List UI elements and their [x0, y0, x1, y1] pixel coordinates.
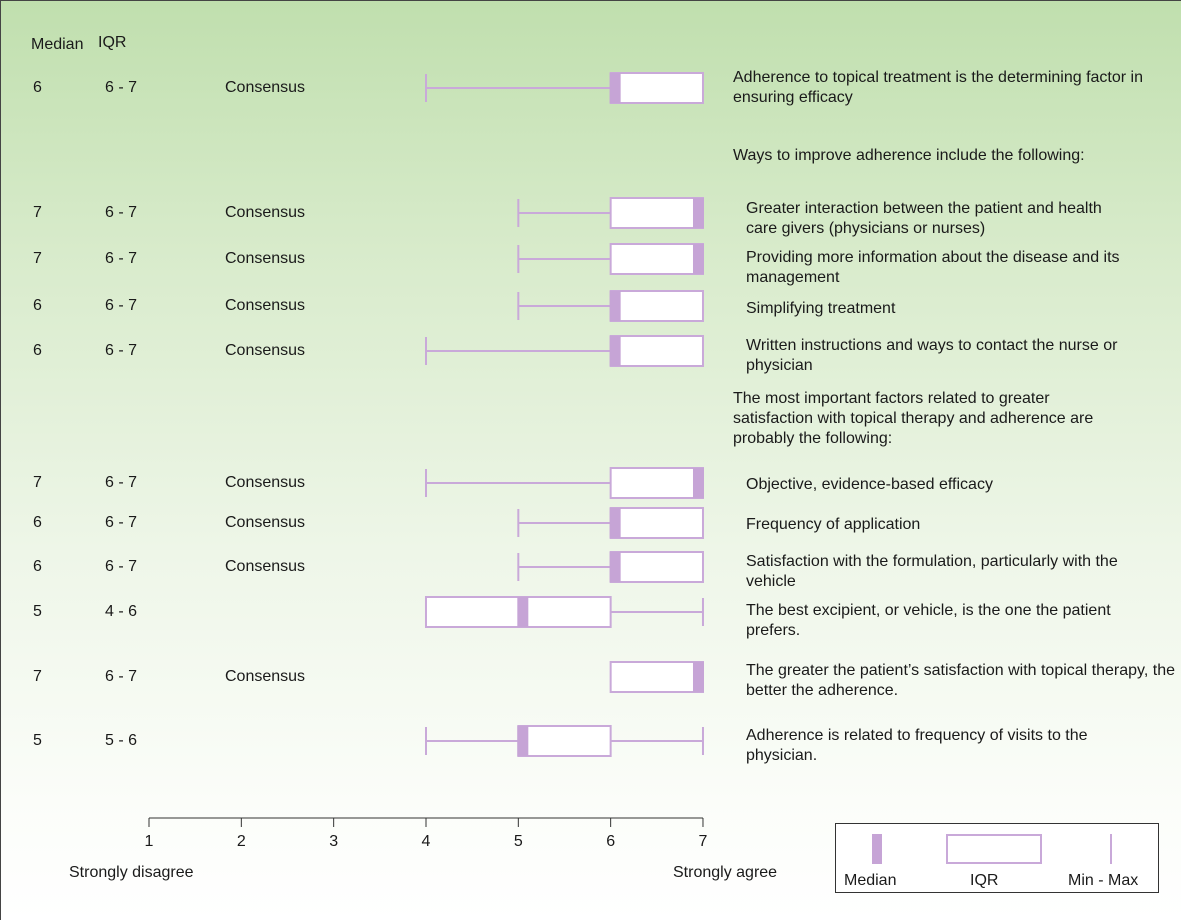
row-statement: Greater interaction between the patient …	[746, 200, 1102, 237]
row-median-value: 5	[33, 732, 42, 749]
row-consensus-label: Consensus	[225, 474, 306, 491]
row-iqr-value: 6 - 7	[105, 558, 138, 575]
row-median-value: 6	[33, 79, 42, 96]
iqr-box	[609, 72, 704, 104]
iqr-box	[517, 725, 612, 757]
median-marker	[609, 73, 621, 103]
row-consensus-label: Consensus	[225, 558, 306, 575]
section-heading-satisfaction: The most important factors related to gr…	[733, 390, 1094, 447]
legend-median-label: Median	[844, 872, 897, 889]
row-iqr-value: 6 - 7	[105, 250, 138, 267]
row-consensus-label: Consensus	[225, 79, 306, 96]
row-median-value: 6	[33, 558, 42, 575]
median-marker	[692, 662, 704, 692]
median-marker	[692, 468, 704, 498]
median-marker	[517, 597, 529, 627]
x-tick-label: 3	[329, 833, 338, 850]
row-iqr-value: 6 - 7	[105, 297, 138, 314]
row-statement: Objective, evidence-based efficacy	[746, 476, 993, 493]
row-iqr-value: 6 - 7	[105, 342, 138, 359]
row-median-value: 7	[33, 250, 42, 267]
row-iqr-value: 6 - 7	[105, 474, 138, 491]
median-column-header: Median	[31, 36, 84, 53]
row-consensus-label: Consensus	[225, 342, 306, 359]
median-marker	[692, 244, 704, 274]
row-statement: Adherence to topical treatment is the de…	[733, 69, 1143, 106]
x-tick-label: 4	[422, 833, 431, 850]
section-heading-adherence: Ways to improve adherence include the fo…	[733, 147, 1085, 164]
median-marker	[609, 336, 621, 366]
legend: Median IQR Min - Max	[835, 823, 1159, 893]
row-consensus-label: Consensus	[225, 668, 306, 685]
row-consensus-label: Consensus	[225, 204, 306, 221]
row-consensus-label: Consensus	[225, 250, 306, 267]
legend-minmax-swatch	[1110, 834, 1112, 864]
row-median-value: 5	[33, 603, 42, 620]
iqr-box	[609, 335, 704, 367]
x-tick-label: 5	[514, 833, 523, 850]
iqr-box	[609, 197, 704, 229]
iqr-box	[609, 507, 704, 539]
row-iqr-value: 6 - 7	[105, 668, 138, 685]
median-marker	[609, 552, 621, 582]
row-iqr-value: 6 - 7	[105, 514, 138, 531]
row-statement: Providing more information about the dis…	[746, 249, 1120, 286]
row-consensus-label: Consensus	[225, 297, 306, 314]
row-median-value: 6	[33, 297, 42, 314]
legend-iqr-label: IQR	[970, 872, 999, 889]
row-statement: Simplifying treatment	[746, 300, 896, 317]
x-tick-label: 6	[606, 833, 615, 850]
iqr-box	[609, 243, 704, 275]
row-statement: Written instructions and ways to contact…	[746, 337, 1118, 374]
row-median-value: 6	[33, 514, 42, 531]
legend-median-swatch	[872, 834, 882, 864]
row-iqr-value: 5 - 6	[105, 732, 138, 749]
x-tick-label: 2	[237, 833, 246, 850]
row-consensus-label: Consensus	[225, 514, 306, 531]
iqr-box	[609, 290, 704, 322]
x-tick-label: 1	[145, 833, 154, 850]
row-statement: The greater the patient’s satisfaction w…	[746, 662, 1175, 699]
row-statement: Satisfaction with the formulation, parti…	[746, 553, 1118, 590]
row-iqr-value: 4 - 6	[105, 603, 138, 620]
iqr-column-header: IQR	[98, 34, 127, 51]
row-statement: Adherence is related to frequency of vis…	[746, 727, 1088, 764]
x-axis-right-label: Strongly agree	[673, 864, 778, 881]
row-median-value: 7	[33, 204, 42, 221]
median-marker	[692, 198, 704, 228]
row-statement: Frequency of application	[746, 516, 921, 533]
median-marker	[609, 508, 621, 538]
row-iqr-value: 6 - 7	[105, 79, 138, 96]
legend-minmax-label: Min - Max	[1068, 872, 1139, 889]
row-median-value: 6	[33, 342, 42, 359]
legend-iqr-swatch	[946, 834, 1042, 864]
row-iqr-value: 6 - 7	[105, 204, 138, 221]
median-marker	[517, 726, 529, 756]
row-median-value: 7	[33, 668, 42, 685]
x-tick-label: 7	[699, 833, 708, 850]
iqr-box	[609, 551, 704, 583]
iqr-box	[609, 467, 704, 499]
row-statement: The best excipient, or vehicle, is the o…	[746, 602, 1111, 639]
median-marker	[609, 291, 621, 321]
iqr-box	[609, 661, 704, 693]
x-axis-left-label: Strongly disagree	[69, 864, 194, 881]
row-median-value: 7	[33, 474, 42, 491]
